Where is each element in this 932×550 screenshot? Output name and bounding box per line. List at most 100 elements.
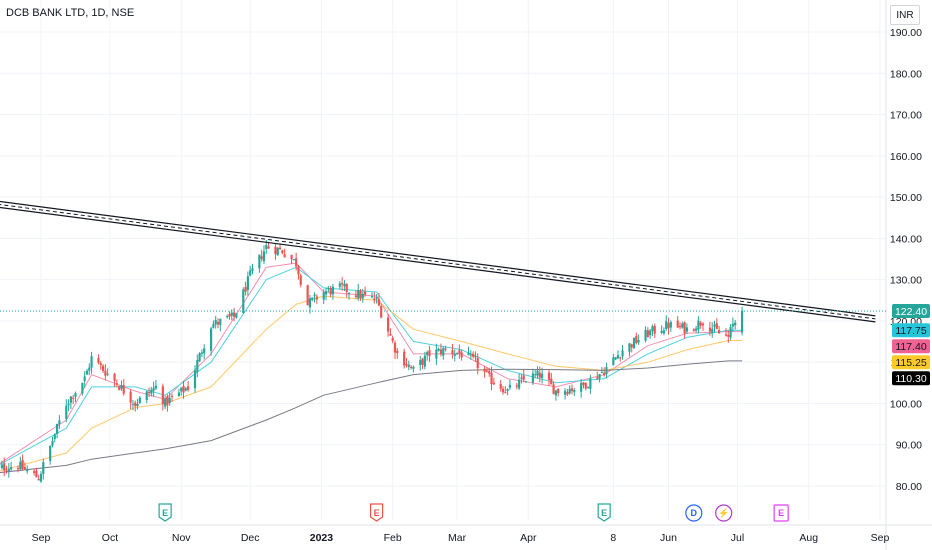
candle-body[interactable]: [740, 311, 744, 333]
candle-body[interactable]: [182, 385, 185, 393]
candle-body[interactable]: [200, 352, 203, 354]
candle-body[interactable]: [419, 360, 422, 366]
candle-body[interactable]: [536, 370, 539, 376]
candle-body[interactable]: [435, 349, 438, 359]
candle-body[interactable]: [311, 297, 314, 300]
trendline-lower[interactable]: [0, 206, 876, 323]
price-axis[interactable]: 80.0090.00100.00110.00120.00130.00140.00…: [890, 27, 922, 493]
candle-body[interactable]: [667, 323, 670, 329]
candle-body[interactable]: [614, 357, 617, 360]
candle-body[interactable]: [361, 293, 364, 299]
candle-body[interactable]: [39, 473, 43, 482]
candle-body[interactable]: [731, 323, 734, 327]
candle-body[interactable]: [375, 297, 378, 299]
candle-body[interactable]: [589, 378, 592, 389]
candle-body[interactable]: [467, 352, 470, 356]
candle-body[interactable]: [534, 374, 537, 376]
candle-body[interactable]: [483, 368, 486, 372]
candle-body[interactable]: [405, 364, 408, 366]
candle-body[interactable]: [453, 353, 456, 356]
candle-body[interactable]: [299, 275, 302, 285]
candle-body[interactable]: [573, 390, 576, 393]
candle-body[interactable]: [136, 403, 139, 406]
candle-body[interactable]: [210, 328, 213, 351]
candle-body[interactable]: [485, 370, 489, 372]
candle-body[interactable]: [228, 313, 231, 317]
candle-body[interactable]: [458, 350, 461, 354]
candle-body[interactable]: [563, 390, 567, 395]
candle-body[interactable]: [596, 377, 599, 379]
candle-body[interactable]: [193, 370, 197, 389]
candle-body[interactable]: [727, 335, 730, 337]
candle-body[interactable]: [616, 355, 620, 359]
candle-body[interactable]: [603, 372, 606, 376]
candle-body[interactable]: [600, 372, 603, 374]
candle-body[interactable]: [630, 344, 633, 348]
candle-body[interactable]: [501, 388, 505, 393]
candle-body[interactable]: [329, 288, 332, 295]
candle-body[interactable]: [646, 330, 649, 338]
candlesticks[interactable]: [0, 240, 744, 483]
candle-body[interactable]: [16, 468, 20, 470]
candle-body[interactable]: [74, 393, 77, 397]
candle-body[interactable]: [7, 469, 10, 472]
candle-body[interactable]: [129, 391, 132, 403]
candle-body[interactable]: [322, 292, 325, 300]
candle-body[interactable]: [522, 375, 525, 380]
candle-body[interactable]: [134, 402, 137, 407]
candle-body[interactable]: [699, 322, 702, 326]
candle-body[interactable]: [685, 327, 689, 332]
candle-body[interactable]: [426, 352, 429, 355]
candle-body[interactable]: [380, 305, 383, 318]
candle-body[interactable]: [683, 322, 686, 334]
candle-body[interactable]: [566, 392, 569, 395]
candle-body[interactable]: [442, 348, 445, 356]
candle-body[interactable]: [729, 327, 732, 338]
candle-body[interactable]: [226, 316, 229, 318]
candle-body[interactable]: [262, 251, 266, 262]
candle-body[interactable]: [605, 367, 608, 375]
candle-body[interactable]: [72, 397, 75, 399]
candle-body[interactable]: [315, 296, 318, 300]
candle-body[interactable]: [164, 398, 167, 407]
candle-body[interactable]: [338, 283, 341, 287]
candle-body[interactable]: [122, 385, 125, 394]
candle-body[interactable]: [99, 363, 102, 366]
candle-body[interactable]: [97, 358, 100, 363]
candle-body[interactable]: [33, 471, 36, 473]
candle-body[interactable]: [170, 395, 174, 397]
candle-body[interactable]: [37, 479, 40, 481]
candle-body[interactable]: [58, 420, 61, 425]
candle-body[interactable]: [469, 354, 472, 356]
candle-body[interactable]: [734, 322, 737, 326]
candle-body[interactable]: [81, 382, 84, 394]
candle-body[interactable]: [391, 338, 394, 341]
candle-body[interactable]: [490, 372, 493, 385]
candle-body[interactable]: [5, 470, 8, 472]
candle-body[interactable]: [547, 372, 551, 380]
candle-body[interactable]: [249, 270, 252, 276]
candle-body[interactable]: [53, 434, 56, 439]
candle-body[interactable]: [283, 254, 286, 258]
candle-body[interactable]: [278, 247, 282, 250]
candle-body[interactable]: [251, 268, 254, 272]
candle-body[interactable]: [552, 384, 555, 395]
candle-body[interactable]: [708, 327, 711, 332]
candle-body[interactable]: [267, 246, 270, 249]
candle-body[interactable]: [3, 463, 6, 471]
candle-body[interactable]: [713, 324, 716, 327]
candle-body[interactable]: [541, 373, 544, 378]
candle-body[interactable]: [653, 325, 656, 334]
candle-body[interactable]: [499, 384, 502, 389]
candle-body[interactable]: [492, 382, 495, 385]
candle-body[interactable]: [373, 298, 376, 301]
candle-body[interactable]: [152, 387, 155, 391]
candle-body[interactable]: [644, 329, 647, 341]
candle-body[interactable]: [697, 320, 700, 330]
candle-body[interactable]: [276, 247, 279, 256]
candle-body[interactable]: [598, 374, 601, 379]
candle-body[interactable]: [260, 256, 263, 259]
candle-body[interactable]: [219, 318, 222, 325]
candle-body[interactable]: [488, 370, 491, 374]
